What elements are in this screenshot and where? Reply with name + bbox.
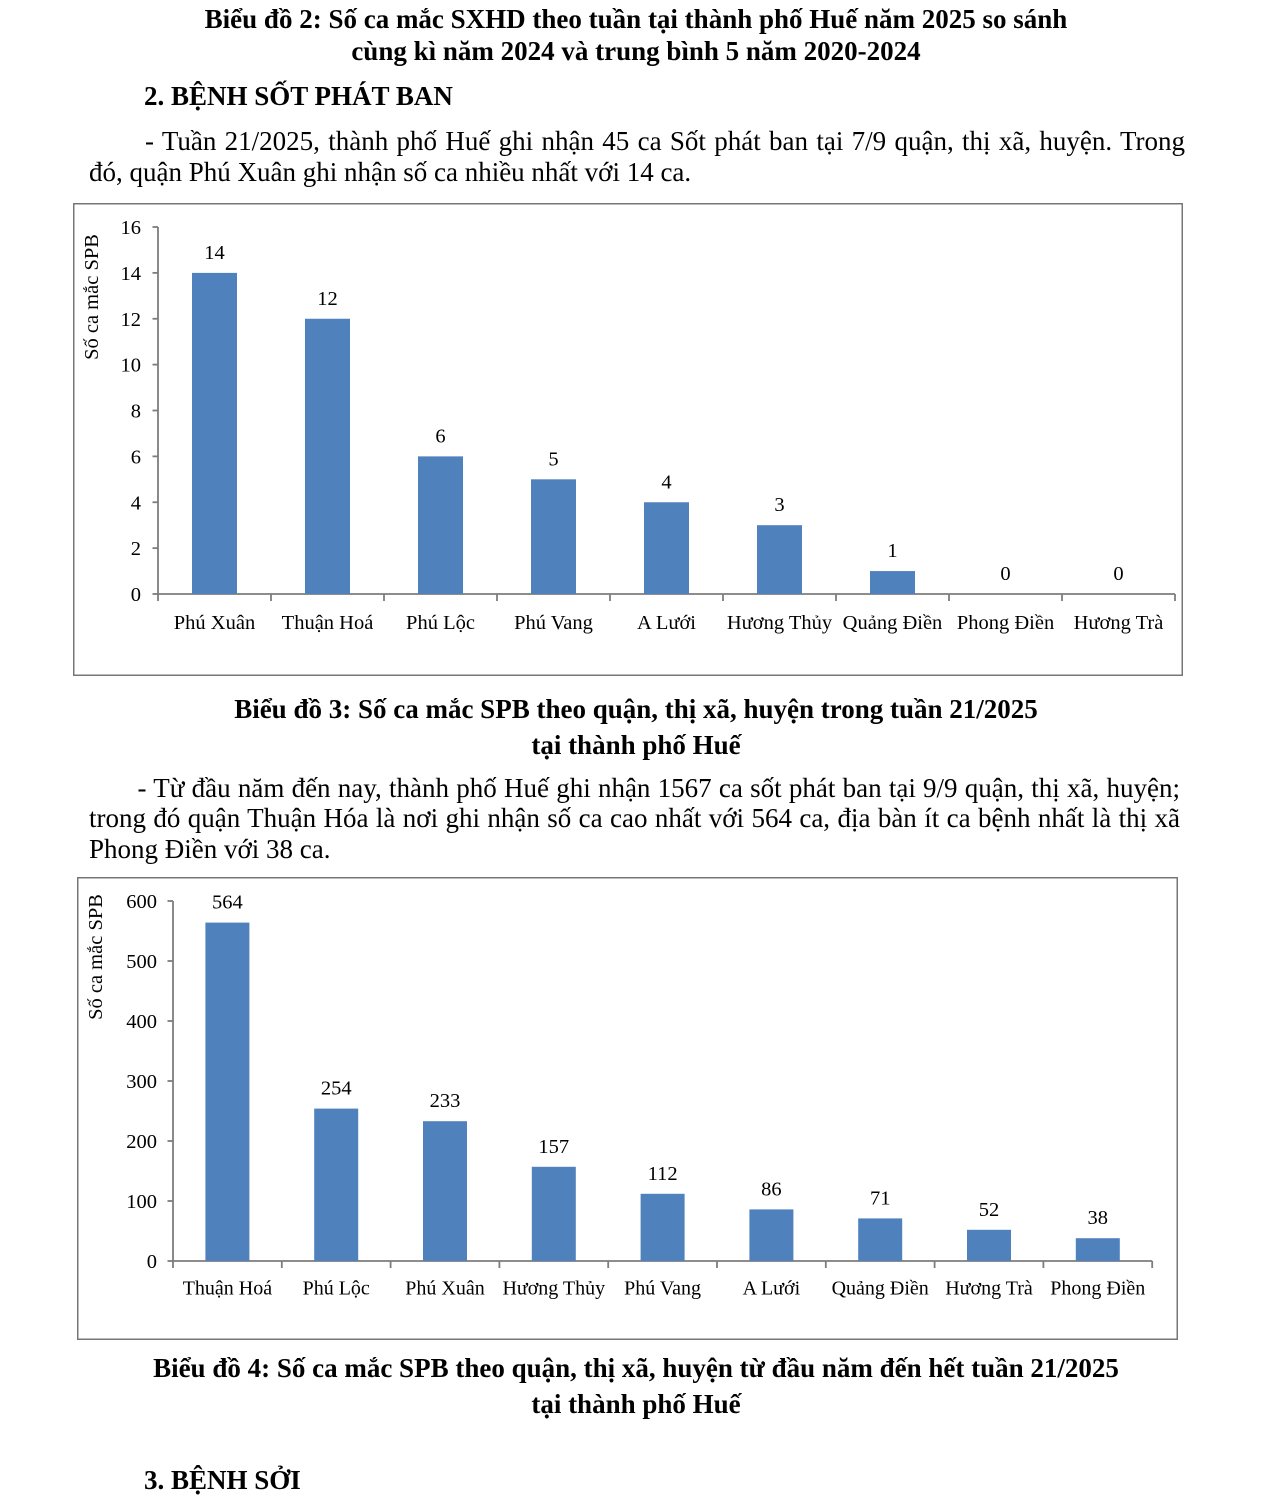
svg-text:Hương Trà: Hương Trà [1074, 612, 1164, 634]
svg-text:Quảng Điền: Quảng Điền [843, 612, 943, 634]
svg-text:Phú Vang: Phú Vang [624, 1278, 701, 1300]
svg-text:157: 157 [538, 1136, 569, 1158]
svg-text:Số ca mắc SPB: Số ca mắc SPB [85, 894, 107, 1020]
svg-text:0: 0 [147, 1251, 157, 1273]
svg-text:0: 0 [131, 584, 141, 606]
svg-text:Phú Lộc: Phú Lộc [303, 1278, 370, 1300]
svg-text:4: 4 [661, 471, 671, 493]
svg-text:254: 254 [321, 1078, 352, 1100]
svg-text:Phú Xuân: Phú Xuân [174, 612, 255, 634]
svg-text:500: 500 [126, 951, 157, 973]
svg-text:4: 4 [131, 492, 141, 514]
svg-text:12: 12 [317, 288, 338, 310]
svg-text:6: 6 [435, 425, 445, 447]
svg-text:233: 233 [430, 1090, 461, 1112]
svg-text:14: 14 [204, 242, 225, 264]
svg-text:12: 12 [121, 309, 142, 331]
svg-text:112: 112 [648, 1163, 678, 1185]
svg-text:Phong Điền: Phong Điền [1050, 1278, 1145, 1300]
svg-text:Thuận Hoá: Thuận Hoá [183, 1278, 273, 1300]
svg-text:300: 300 [126, 1071, 157, 1093]
svg-text:200: 200 [126, 1131, 157, 1153]
svg-text:Hương Thủy: Hương Thủy [502, 1278, 605, 1300]
svg-text:10: 10 [121, 355, 142, 377]
svg-text:A Lưới: A Lưới [743, 1278, 801, 1300]
svg-text:1: 1 [887, 540, 897, 562]
svg-text:Quảng Điền: Quảng Điền [832, 1278, 929, 1300]
svg-text:Phú Lộc: Phú Lộc [406, 612, 475, 634]
svg-text:Hương Thủy: Hương Thủy [727, 612, 833, 634]
svg-text:6: 6 [131, 446, 141, 468]
svg-text:8: 8 [131, 401, 141, 423]
svg-text:Phú Xuân: Phú Xuân [405, 1278, 484, 1300]
svg-text:5: 5 [548, 448, 558, 470]
svg-text:0: 0 [1113, 563, 1123, 585]
svg-text:86: 86 [761, 1178, 782, 1200]
svg-text:A Lưới: A Lưới [637, 612, 696, 634]
svg-text:564: 564 [212, 892, 243, 914]
svg-text:Phong Điền: Phong Điền [957, 612, 1054, 634]
svg-text:3: 3 [774, 494, 784, 516]
svg-text:52: 52 [979, 1199, 1000, 1221]
svg-text:100: 100 [126, 1191, 157, 1213]
svg-text:Hương Trà: Hương Trà [945, 1278, 1033, 1300]
svg-text:600: 600 [126, 891, 157, 913]
svg-text:38: 38 [1088, 1207, 1109, 1229]
svg-text:Số ca mắc SPB: Số ca mắc SPB [81, 234, 103, 360]
svg-text:2: 2 [131, 538, 141, 560]
svg-text:16: 16 [121, 217, 142, 239]
svg-text:Phú Vang: Phú Vang [514, 612, 593, 634]
svg-text:0: 0 [1000, 563, 1010, 585]
svg-text:400: 400 [126, 1011, 157, 1033]
svg-text:14: 14 [121, 263, 142, 285]
svg-text:Thuận Hoá: Thuận Hoá [282, 612, 374, 634]
svg-text:71: 71 [870, 1187, 891, 1209]
